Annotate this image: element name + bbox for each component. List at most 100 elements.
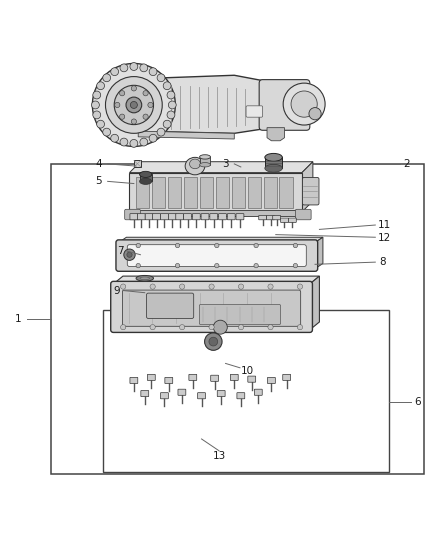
Circle shape	[136, 244, 141, 248]
Ellipse shape	[265, 164, 283, 172]
FancyBboxPatch shape	[236, 214, 244, 220]
Circle shape	[136, 263, 141, 268]
Circle shape	[111, 134, 119, 142]
FancyBboxPatch shape	[145, 214, 153, 220]
Text: 3: 3	[222, 159, 229, 169]
Circle shape	[143, 114, 148, 119]
Polygon shape	[267, 128, 285, 141]
FancyBboxPatch shape	[288, 218, 296, 222]
FancyBboxPatch shape	[130, 214, 138, 220]
FancyBboxPatch shape	[302, 177, 319, 205]
Circle shape	[168, 101, 176, 109]
FancyBboxPatch shape	[281, 218, 288, 222]
Ellipse shape	[140, 171, 152, 177]
Circle shape	[297, 284, 303, 289]
Polygon shape	[138, 131, 234, 139]
Circle shape	[215, 244, 219, 248]
Circle shape	[120, 91, 125, 96]
FancyBboxPatch shape	[219, 214, 226, 220]
Circle shape	[293, 244, 297, 248]
Circle shape	[130, 140, 138, 147]
FancyBboxPatch shape	[237, 393, 245, 399]
FancyBboxPatch shape	[127, 245, 306, 266]
Text: 12: 12	[378, 233, 392, 243]
FancyBboxPatch shape	[254, 389, 262, 395]
Ellipse shape	[185, 157, 205, 175]
Ellipse shape	[140, 277, 150, 280]
Circle shape	[130, 62, 138, 70]
Circle shape	[93, 91, 101, 99]
Bar	[134, 160, 141, 167]
Circle shape	[103, 128, 111, 136]
FancyBboxPatch shape	[230, 374, 238, 381]
FancyBboxPatch shape	[217, 391, 225, 397]
Circle shape	[120, 284, 126, 289]
Bar	[168, 177, 181, 208]
FancyBboxPatch shape	[138, 214, 145, 220]
FancyBboxPatch shape	[123, 290, 300, 326]
Text: 13: 13	[212, 451, 226, 462]
Circle shape	[131, 119, 137, 124]
Bar	[247, 177, 261, 208]
Polygon shape	[310, 276, 319, 330]
FancyBboxPatch shape	[160, 214, 168, 220]
FancyBboxPatch shape	[168, 214, 176, 220]
Ellipse shape	[140, 179, 152, 184]
FancyBboxPatch shape	[141, 391, 149, 397]
Ellipse shape	[190, 159, 201, 169]
FancyBboxPatch shape	[283, 374, 290, 381]
FancyBboxPatch shape	[210, 214, 218, 220]
Text: 2: 2	[403, 159, 410, 169]
Circle shape	[175, 263, 180, 268]
FancyBboxPatch shape	[184, 214, 191, 220]
FancyBboxPatch shape	[165, 377, 173, 384]
Text: 8: 8	[379, 257, 386, 267]
Circle shape	[149, 68, 157, 76]
FancyBboxPatch shape	[199, 304, 281, 325]
Bar	[216, 177, 229, 208]
FancyBboxPatch shape	[111, 281, 312, 333]
Circle shape	[167, 111, 175, 119]
Circle shape	[124, 249, 135, 261]
Circle shape	[120, 64, 128, 72]
FancyBboxPatch shape	[227, 214, 235, 220]
Circle shape	[103, 74, 111, 82]
FancyBboxPatch shape	[192, 214, 200, 220]
FancyBboxPatch shape	[147, 293, 194, 318]
Bar	[136, 177, 149, 208]
FancyBboxPatch shape	[211, 375, 219, 381]
Circle shape	[120, 325, 126, 330]
Circle shape	[268, 325, 273, 330]
FancyBboxPatch shape	[246, 106, 263, 117]
Circle shape	[213, 320, 227, 334]
FancyBboxPatch shape	[130, 377, 138, 384]
Text: 5: 5	[95, 176, 102, 187]
Circle shape	[126, 97, 142, 113]
FancyBboxPatch shape	[201, 214, 209, 220]
Circle shape	[149, 134, 157, 142]
Circle shape	[297, 325, 303, 330]
Circle shape	[209, 284, 214, 289]
Polygon shape	[315, 237, 323, 269]
Circle shape	[254, 244, 258, 248]
Circle shape	[150, 284, 155, 289]
Circle shape	[163, 82, 171, 90]
Circle shape	[92, 63, 175, 147]
Ellipse shape	[136, 276, 153, 281]
FancyBboxPatch shape	[259, 215, 267, 220]
Circle shape	[238, 325, 244, 330]
Circle shape	[209, 337, 218, 346]
Polygon shape	[113, 276, 319, 284]
Bar	[232, 177, 245, 208]
FancyBboxPatch shape	[178, 389, 186, 395]
Circle shape	[309, 108, 321, 120]
Text: 10: 10	[241, 366, 254, 376]
Circle shape	[148, 102, 153, 108]
Polygon shape	[119, 237, 323, 243]
Text: 7: 7	[117, 246, 124, 256]
Circle shape	[106, 77, 162, 133]
Circle shape	[268, 284, 273, 289]
FancyBboxPatch shape	[189, 374, 197, 381]
Text: 4: 4	[95, 159, 102, 169]
Text: 9: 9	[113, 286, 120, 295]
